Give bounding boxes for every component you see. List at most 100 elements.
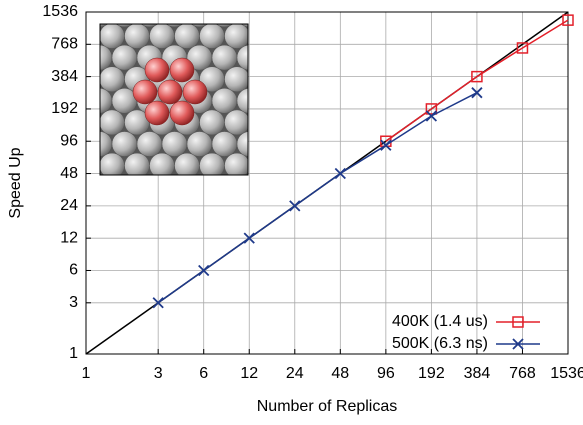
red-sphere — [144, 57, 170, 83]
x-tick-label: 6 — [199, 365, 208, 382]
x-tick-label: 48 — [331, 365, 349, 382]
grey-sphere — [199, 109, 225, 136]
grey-sphere — [287, 2, 312, 27]
grey-sphere — [262, 175, 287, 200]
grey-sphere — [174, 24, 200, 49]
marker — [334, 167, 346, 180]
y-tick-label: 48 — [60, 165, 78, 182]
plot-frame — [85, 11, 569, 355]
marker — [425, 103, 438, 115]
inset-image — [75, 2, 312, 221]
grey-sphere — [250, 67, 275, 92]
grey-sphere — [124, 24, 150, 49]
marker — [512, 316, 524, 328]
y-tick-label: 1 — [69, 345, 78, 362]
y-axis-label: Speed Up — [7, 147, 24, 218]
series-line — [385, 19, 569, 142]
grey-sphere — [224, 109, 248, 136]
grey-sphere — [241, 24, 248, 28]
y-tick-label: 1536 — [42, 3, 78, 20]
grey-sphere — [75, 67, 100, 92]
marker — [380, 139, 392, 151]
grey-sphere — [211, 88, 238, 114]
marker — [516, 42, 529, 54]
grey-sphere — [100, 24, 108, 28]
grey-sphere — [161, 131, 188, 157]
x-tick-label: 12 — [240, 365, 258, 382]
series-line — [157, 92, 478, 304]
red-sphere — [169, 100, 195, 126]
y-tick-label: 96 — [60, 132, 78, 149]
grey-sphere — [211, 131, 238, 157]
marker — [512, 338, 524, 350]
grey-sphere — [170, 174, 179, 175]
grey-sphere — [200, 196, 225, 221]
grey-sphere — [250, 110, 275, 135]
grey-sphere — [224, 152, 248, 175]
legend-label: 400K (1.4 us) — [392, 313, 488, 330]
grey-sphere — [262, 88, 287, 113]
x-tick-label: 384 — [464, 365, 491, 382]
grey-sphere — [100, 152, 125, 175]
inset-frame — [99, 23, 249, 176]
x-tick-label: 768 — [509, 365, 536, 382]
grey-sphere — [175, 196, 200, 221]
grey-sphere — [224, 24, 248, 49]
grey-sphere — [216, 24, 233, 28]
grey-sphere — [275, 110, 300, 135]
grey-sphere — [275, 24, 300, 49]
grey-sphere — [120, 174, 129, 175]
x-tick-label: 1 — [82, 365, 91, 382]
marker — [152, 297, 164, 309]
grey-sphere — [75, 153, 100, 178]
grey-sphere — [287, 88, 312, 113]
grey-sphere — [225, 196, 250, 221]
x-tick-label: 96 — [377, 365, 395, 382]
grey-sphere — [220, 174, 229, 175]
grey-sphere — [116, 24, 133, 28]
x-tick-label: 192 — [418, 365, 445, 382]
marker — [289, 200, 301, 212]
grey-sphere — [149, 152, 175, 175]
grey-sphere — [111, 131, 138, 157]
grey-sphere — [275, 153, 300, 178]
grey-sphere — [166, 24, 183, 28]
grey-sphere — [250, 196, 275, 221]
red-sphere — [132, 79, 158, 105]
marker — [198, 264, 210, 277]
grey-sphere — [262, 45, 287, 70]
grey-sphere — [211, 44, 238, 71]
grey-sphere — [136, 131, 163, 157]
grey-sphere — [124, 152, 150, 175]
grey-sphere — [250, 24, 275, 49]
grey-sphere — [75, 110, 100, 135]
grey-sphere — [236, 44, 248, 71]
grey-sphere — [125, 196, 150, 221]
grey-sphere — [195, 174, 204, 175]
y-tick-label: 192 — [51, 100, 78, 117]
grey-sphere — [191, 24, 208, 28]
grey-sphere — [287, 132, 312, 157]
grey-sphere — [174, 152, 200, 175]
y-tick-label: 384 — [51, 68, 78, 85]
red-sphere — [157, 79, 183, 105]
grey-sphere — [100, 174, 104, 175]
x-tick-label: 24 — [286, 365, 304, 382]
grey-sphere — [100, 24, 125, 49]
marker — [243, 232, 255, 244]
grey-sphere — [262, 132, 287, 157]
marker — [471, 70, 483, 83]
grey-sphere — [287, 45, 312, 70]
red-sphere — [182, 79, 208, 105]
marker — [471, 87, 483, 99]
x-tick-label: 1536 — [550, 365, 583, 382]
legend-label: 500K (6.3 ns) — [392, 335, 488, 352]
grey-sphere — [100, 109, 125, 136]
red-sphere — [144, 100, 170, 126]
grey-sphere — [236, 131, 248, 157]
x-axis-label: Number of Replicas — [257, 398, 398, 415]
marker — [425, 110, 438, 122]
y-tick-label: 6 — [69, 262, 78, 279]
grey-sphere — [141, 24, 158, 28]
